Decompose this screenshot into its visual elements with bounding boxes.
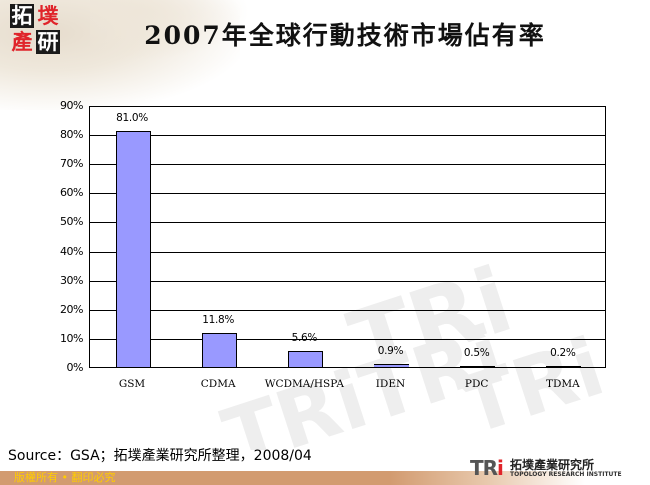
tri-logo: TRi 拓墣產業研究所 TOPOLOGY RESEARCH INSTITUTE (470, 456, 650, 484)
y-tick-label: 60% (60, 186, 83, 200)
x-tick-label: CDMA (200, 378, 236, 390)
data-label: 0.2% (550, 347, 576, 359)
y-tick-label: 20% (60, 302, 83, 316)
x-tick-label: GSM (118, 378, 146, 390)
logo-char: 拓 (10, 4, 34, 28)
y-tick-label: 70% (60, 157, 83, 171)
background-map-decoration-2 (90, 0, 250, 60)
bar-pdc (460, 365, 496, 367)
x-tick-label: TDMA (545, 378, 580, 390)
data-label: 11.8% (202, 313, 235, 326)
logo-char: 產 (11, 30, 33, 54)
y-tick-label: 30% (60, 273, 83, 287)
data-label: 81.0% (116, 112, 148, 125)
bar-tdma (546, 366, 582, 367)
y-tick-label: 90% (60, 99, 83, 112)
y-tick-label: 10% (60, 331, 83, 345)
slide-title: 2007年全球行動技術市場佔有率 (144, 21, 546, 50)
bar-cdma (201, 332, 237, 367)
gridline (90, 338, 605, 340)
gridline (90, 280, 605, 282)
data-label: 5.6% (291, 331, 318, 344)
gridline (90, 251, 605, 253)
gridline (90, 309, 605, 311)
tri-mark-icon: TRi (470, 456, 504, 480)
logo-char: 墣 (37, 4, 59, 28)
bar-gsm (115, 131, 151, 367)
gridline (90, 164, 605, 166)
bar-wcdma-hspa (287, 350, 323, 367)
copyright-text: 版權所有 • 翻印必究 (14, 471, 116, 484)
source-note: Source：GSA；拓墣產業研究所整理，2008/04 (8, 448, 312, 464)
y-tick-label: 80% (60, 128, 83, 142)
gridline (90, 222, 605, 224)
data-label: 0.9% (377, 345, 404, 358)
org-name-cn: 拓墣產業研究所 (510, 458, 595, 472)
plot-area (89, 106, 606, 368)
footer-bar: 版權所有 • 翻印必究 (0, 471, 650, 485)
y-tick-label: 50% (60, 215, 83, 229)
data-label: 0.5% (463, 346, 490, 359)
x-tick-label: WCDMA/HSPA (264, 378, 344, 390)
logo-char: 研 (36, 30, 60, 54)
bar-iden (374, 364, 410, 367)
y-tick-label: 0% (66, 361, 84, 374)
x-tick-label: IDEN (375, 378, 406, 390)
org-name-en: TOPOLOGY RESEARCH INSTITUTE (510, 471, 622, 478)
gridline (90, 135, 605, 137)
y-tick-label: 40% (60, 244, 83, 258)
gridline (90, 193, 605, 195)
brand-logo: 拓 墣 產 研 (10, 4, 62, 56)
x-tick-label: PDC (464, 378, 489, 390)
